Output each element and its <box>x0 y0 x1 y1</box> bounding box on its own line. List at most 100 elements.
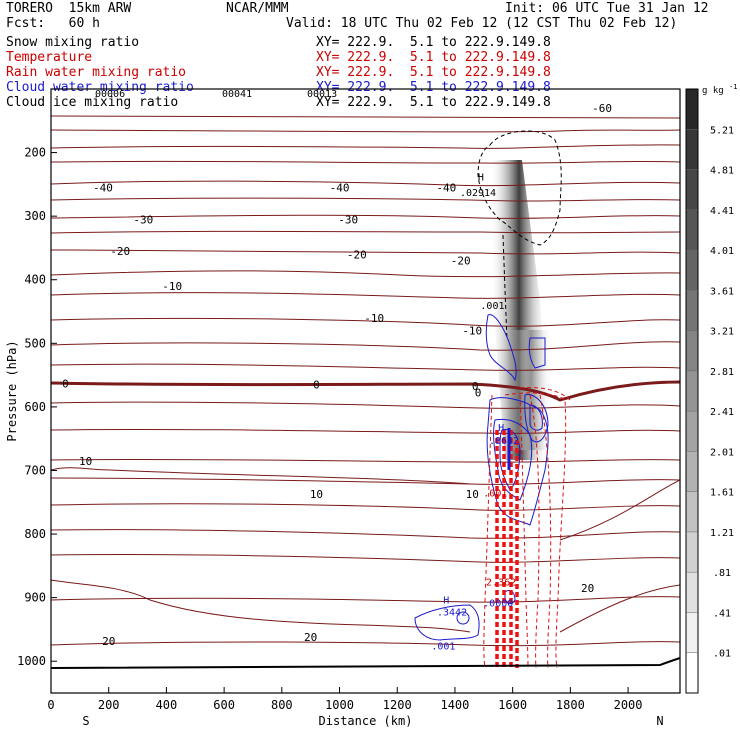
isotherm-label: 10 <box>79 455 92 468</box>
colorbar-segment <box>686 411 698 452</box>
colorbar-label: 2.41 <box>710 407 734 418</box>
colorbar-label: 1.21 <box>710 528 734 539</box>
field-xy-snow: XY= 222.9. 5.1 to 222.9.149.8 <box>316 35 551 50</box>
colorbar-segment <box>686 89 698 130</box>
colorbar-label: 4.01 <box>710 246 734 257</box>
isotherm-label: -60 <box>592 102 612 115</box>
contour-annotation: .02914 <box>460 188 496 199</box>
colorbar-label: 4.41 <box>710 206 734 217</box>
x-tick-label: 1800 <box>556 698 585 712</box>
colorbar-label: .81 <box>713 568 731 579</box>
colorbar-label: 2.81 <box>710 367 734 378</box>
isotherm-label: -20 <box>347 248 367 261</box>
contour-labels: -60-40 -40 -40-30 -30-20 -20 -20-10-10-100 0 00… <box>62 102 612 652</box>
field-xy-cloud-ice: XY= 222.9. 5.1 to 222.9.149.8 <box>316 95 551 110</box>
field-xy-cloud-water: XY= 222.9. 5.1 to 222.9.149.8 <box>316 80 551 95</box>
x-tick-label: 0 <box>47 698 54 712</box>
colorbar-units-exponent: -1 <box>729 83 737 91</box>
colorbar-segment <box>686 169 698 211</box>
overlap-label-1: 00006 <box>95 89 126 100</box>
y-tick-label: 400 <box>24 273 46 287</box>
colorbar: 5.21 4.81 4.41 4.01 3.61 3.21 2.81 2.41 2.01 1.61… <box>685 83 737 694</box>
x-tick-label: 600 <box>213 698 235 712</box>
contour-annotation: 2.362 <box>486 578 516 589</box>
x-tick-label: 1200 <box>383 698 412 712</box>
isotherm-label: 10 <box>310 488 323 501</box>
overlap-label-2: 00041 <box>222 89 253 100</box>
y-tick-label: 900 <box>24 591 46 605</box>
colorbar-segment <box>686 330 698 372</box>
init-time: Init: 06 UTC Tue 31 Jan 12 <box>505 1 709 16</box>
contour-annotation: H <box>498 423 504 434</box>
contour-annotation: .001 <box>431 641 455 652</box>
rain-water-contours <box>483 387 571 669</box>
isotherm-label: -10 <box>162 280 182 293</box>
isotherm-label: 0 <box>475 386 482 399</box>
model-name: TORERO 15km ARW <box>6 1 132 16</box>
contour-annotation: H <box>478 173 484 184</box>
valid-time: Valid: 18 UTC Thu 02 Feb 12 (12 CST Thu … <box>286 16 678 31</box>
isotherm-label: 20 <box>102 635 115 648</box>
isotherm-label: -30 <box>338 213 358 226</box>
x-tick-label: 2000 <box>614 698 643 712</box>
y-tick-label: 800 <box>24 527 46 541</box>
isotherm-label: -30 <box>133 213 153 226</box>
y-tick-label: 700 <box>24 463 46 477</box>
isotherm-label: 0 <box>313 379 320 392</box>
field-name-temperature: Temperature <box>6 50 93 65</box>
contour-annotation: .001 <box>480 301 504 312</box>
field-xy-temperature: XY= 222.9. 5.1 to 222.9.149.8 <box>316 50 551 65</box>
organization: NCAR/MMM <box>226 1 289 16</box>
contour-annotation: .0000 <box>483 599 513 610</box>
freezing-level <box>51 380 680 402</box>
colorbar-segment <box>686 250 698 291</box>
colorbar-segment <box>686 572 698 613</box>
cloud-ice-contour <box>477 130 562 246</box>
colorbar-label: 1.61 <box>710 488 734 499</box>
colorbar-label: .01 <box>713 649 731 660</box>
contour-annotation: .3442 <box>437 608 467 619</box>
colorbar-segment <box>686 652 698 694</box>
x-tick-label: 1000 <box>325 698 354 712</box>
isotherm-label: 20 <box>581 582 594 595</box>
colorbar-segment <box>686 451 698 493</box>
isotherm-label: -20 <box>110 245 130 258</box>
isotherm-label: -20 <box>451 255 471 268</box>
y-tick-label: 500 <box>24 336 46 350</box>
y-axis-label: Pressure (hPa) <box>5 340 19 441</box>
field-name-cloud-water: Cloud water mixing ratio <box>6 80 194 95</box>
colorbar-segment <box>686 491 698 533</box>
isotherm-label: -40 <box>93 182 113 195</box>
x-tick-label: 800 <box>271 698 293 712</box>
isotherm-label: 0 <box>62 377 69 390</box>
overlap-label-3: 00013 <box>307 89 338 100</box>
isotherm-label: -40 <box>436 182 456 195</box>
colorbar-segment <box>686 531 698 573</box>
y-tick-label: 200 <box>24 146 46 160</box>
axes: 0 200 400 600 800 1000 1200 1400 1600 1800 2000200… <box>5 146 664 728</box>
isotherm-label: 10 <box>466 488 479 501</box>
forecast-hour: Fcst: 60 h <box>6 16 100 31</box>
isotherm-label: -10 <box>364 312 384 325</box>
colorbar-label: 3.61 <box>710 286 734 297</box>
x-axis-label: Distance (km) <box>319 714 413 728</box>
colorbar-segment <box>686 129 698 171</box>
x-tick-label: 1600 <box>498 698 527 712</box>
colorbar-segment <box>686 209 698 251</box>
temperature-isotherms <box>51 115 680 647</box>
warm-isotherms <box>51 467 680 633</box>
field-xy-rain: XY= 222.9. 5.1 to 222.9.149.8 <box>316 65 551 80</box>
contour-annotation: .001 <box>483 489 507 500</box>
plot-frame <box>50 88 681 694</box>
colorbar-segment <box>686 612 698 654</box>
contour-annotation: .8642 <box>489 436 519 447</box>
colorbar-units: g kg <box>702 86 724 96</box>
direction-north: N <box>656 714 663 728</box>
y-tick-label: 1000 <box>17 654 46 668</box>
field-name-snow: Snow mixing ratio <box>6 35 140 50</box>
colorbar-label: .41 <box>713 608 731 619</box>
field-name-cloud-ice: Cloud ice mixing ratio <box>6 95 179 110</box>
y-tick-label: 300 <box>24 209 46 223</box>
field-name-rain: Rain water mixing ratio <box>6 65 187 80</box>
